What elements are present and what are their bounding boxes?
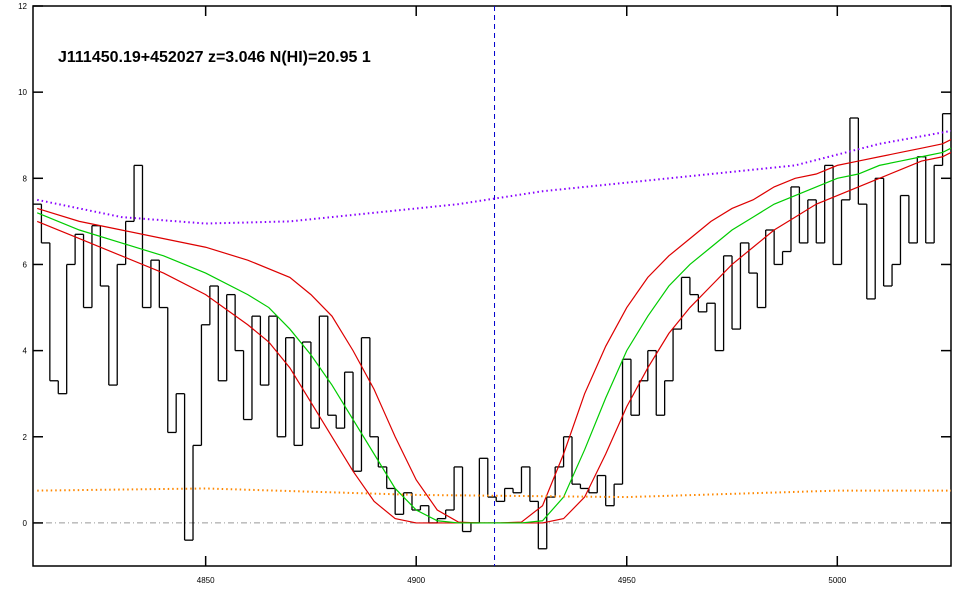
x-tick-label: 4950 (618, 576, 636, 585)
y-tick-label: 12 (18, 2, 27, 11)
plot-area (33, 6, 951, 566)
x-tick-label: 4900 (407, 576, 425, 585)
model-line (37, 139, 951, 524)
model-line (37, 487, 951, 499)
y-tick-label: 2 (23, 433, 28, 442)
y-tick-label: 4 (23, 347, 28, 356)
y-tick-label: 0 (23, 519, 28, 528)
y-tick-label: 10 (18, 88, 27, 97)
chart-title: J111450.19+452027 z=3.046 N(HI)=20.95 1 (58, 49, 371, 66)
y-tick-label: 6 (23, 260, 28, 269)
plot-frame (32, 5, 952, 567)
x-tick-label: 5000 (828, 576, 846, 585)
model-line (36, 151, 951, 524)
y-tick-label: 8 (23, 174, 28, 183)
model-line (36, 147, 951, 524)
x-tick-label: 4850 (197, 576, 215, 585)
